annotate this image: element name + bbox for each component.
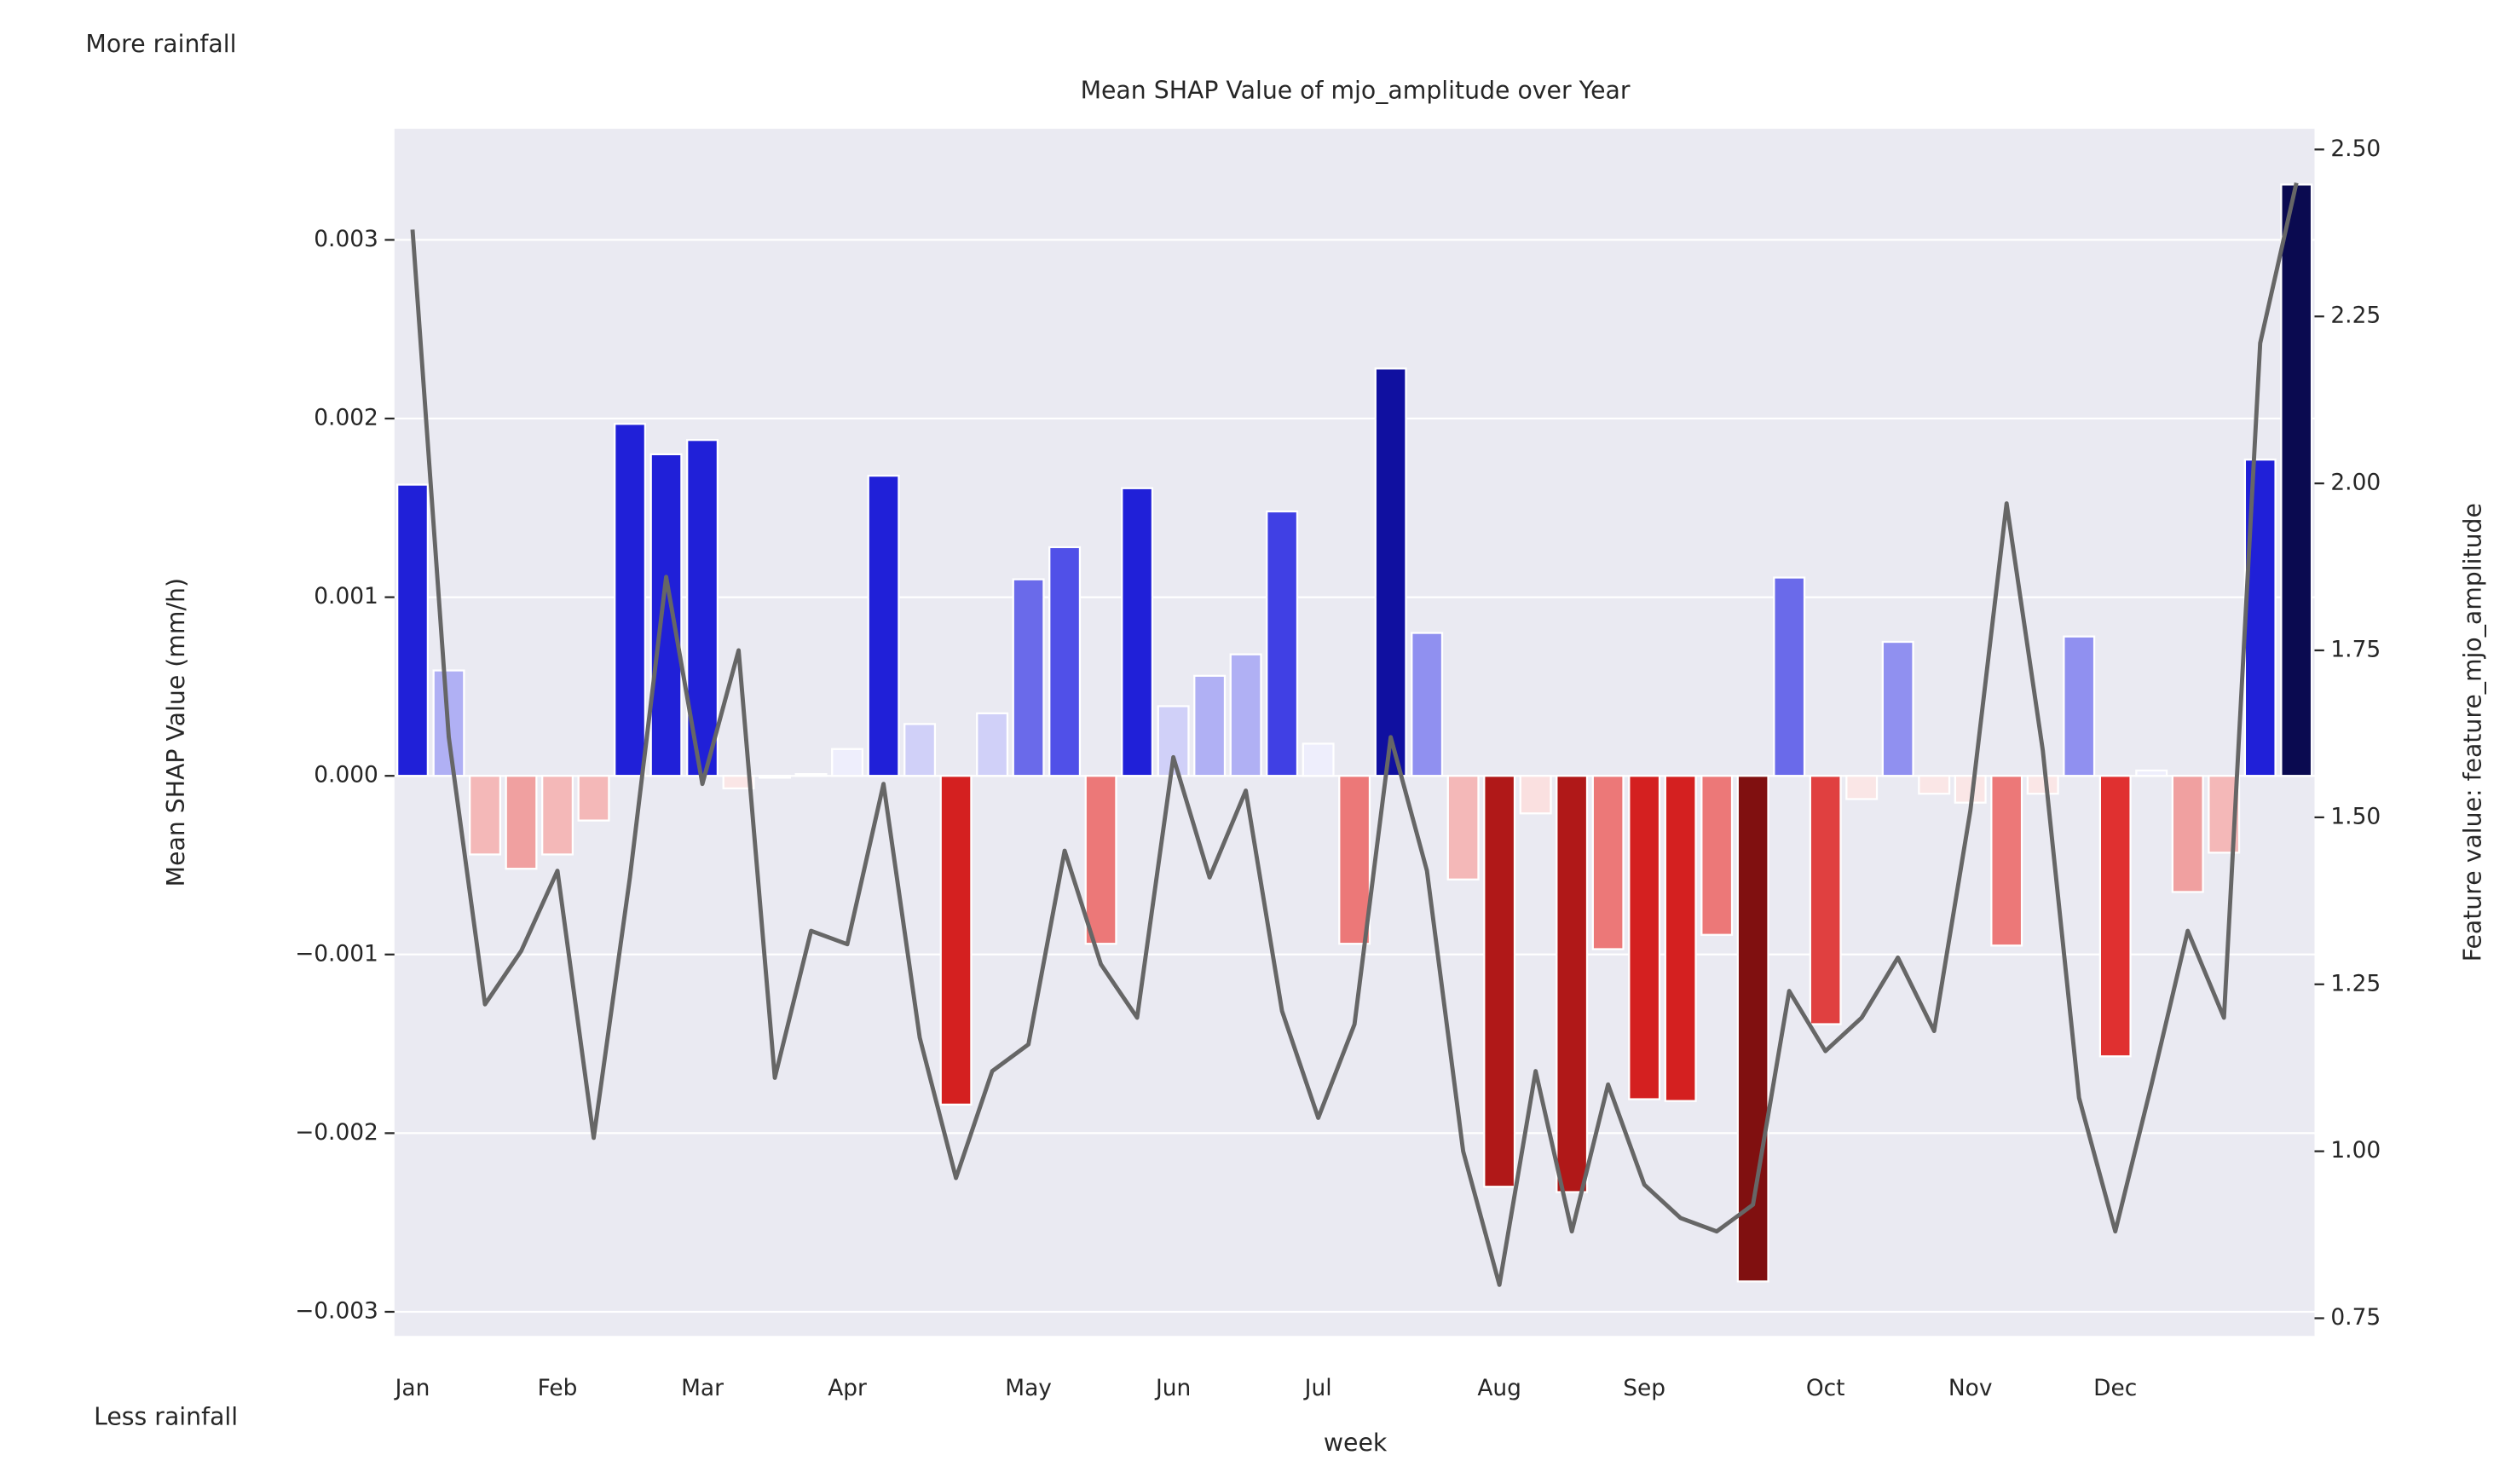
y-tick-label: 0.000 (314, 762, 378, 788)
x-tick-label: Mar (681, 1375, 724, 1401)
x-tick-label: Apr (828, 1375, 867, 1401)
bar (1990, 775, 2023, 947)
bar (2135, 769, 2168, 777)
y-tick-label: −0.002 (295, 1119, 378, 1146)
bar (2063, 635, 2096, 777)
annotation: More rainfall (85, 30, 236, 58)
bar (1628, 775, 1661, 1100)
bar (1012, 578, 1045, 777)
bar (1881, 640, 1914, 777)
bar (1809, 775, 1842, 1025)
x-tick-label: Aug (1477, 1375, 1521, 1401)
bar (469, 775, 502, 856)
y2-tick-label: 1.50 (2330, 803, 2381, 829)
bar (976, 712, 1009, 777)
y2-axis-label: Feature value: feature_mjo_amplitude (2458, 503, 2486, 961)
bar (649, 453, 683, 777)
bar (1338, 775, 1371, 945)
x-tick-label: Jan (394, 1375, 430, 1401)
bar (1773, 576, 1806, 777)
x-axis-label: week (1324, 1429, 1388, 1457)
x-tick-label: Dec (2093, 1375, 2137, 1401)
bar (1519, 775, 1552, 815)
y-tick-label: 0.002 (314, 405, 378, 431)
bar (867, 474, 900, 777)
bar (1664, 775, 1697, 1102)
bar (1591, 775, 1625, 950)
y2-tick-label: 2.25 (2330, 303, 2381, 329)
y2-tick-label: 2.00 (2330, 470, 2381, 496)
bar (1048, 546, 1082, 777)
bar (2171, 775, 2204, 893)
bar (1918, 775, 1951, 795)
x-tick-label: Jul (1303, 1375, 1332, 1401)
bar (2026, 775, 2059, 795)
x-tick-label: Feb (538, 1375, 578, 1401)
x-tick-label: Sep (1623, 1375, 1665, 1401)
bar (1845, 775, 1879, 800)
x-tick-label: May (1005, 1375, 1052, 1401)
bar (614, 423, 647, 777)
bar (794, 772, 828, 777)
bar (722, 775, 755, 790)
annotation: Less rainfall (94, 1403, 238, 1431)
y2-tick-label: 1.00 (2330, 1137, 2381, 1164)
x-tick-label: Jun (1154, 1375, 1191, 1401)
y2-tick-label: 1.25 (2330, 970, 2381, 996)
bar (1374, 367, 1407, 777)
chart-title: Mean SHAP Value of mjo_amplitude over Ye… (1081, 77, 1631, 105)
bar (759, 775, 792, 779)
bar (2098, 775, 2132, 1058)
bar (505, 775, 538, 870)
bar (1229, 653, 1262, 777)
bar (1193, 674, 1227, 777)
bar (2280, 183, 2313, 777)
bar (1302, 742, 1335, 777)
bar (1700, 775, 1734, 936)
y-tick-label: 0.001 (314, 583, 378, 609)
bar (1121, 487, 1154, 777)
bar (831, 748, 864, 777)
bar (1266, 510, 1299, 777)
bar (1411, 632, 1444, 777)
y2-tick-label: 1.75 (2330, 636, 2381, 662)
bar (577, 775, 610, 822)
bar (1556, 775, 1589, 1193)
bar (1483, 775, 1516, 1188)
y2-tick-label: 2.50 (2330, 136, 2381, 162)
line (410, 182, 2299, 1287)
bar (903, 723, 937, 777)
y-axis-label: Mean SHAP Value (mm/h) (162, 578, 190, 886)
x-tick-label: Nov (1948, 1375, 1993, 1401)
bar (541, 775, 574, 856)
y-tick-label: −0.001 (295, 940, 378, 967)
bar (1084, 775, 1117, 945)
y-tick-label: −0.003 (295, 1297, 378, 1324)
x-tick-label: Oct (1806, 1375, 1845, 1401)
bar (939, 775, 973, 1106)
y-tick-label: 0.003 (314, 226, 378, 252)
y2-tick-label: 0.75 (2330, 1304, 2381, 1331)
bar (1446, 775, 1480, 881)
plot-background (394, 129, 2315, 1337)
bar (396, 483, 430, 777)
